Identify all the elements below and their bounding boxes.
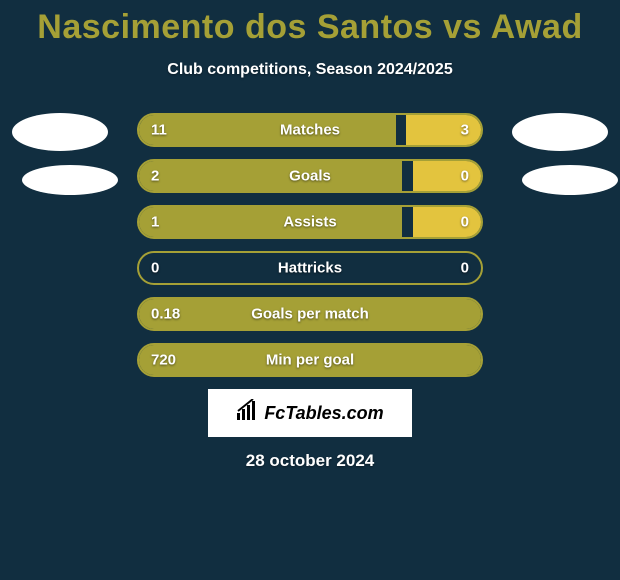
player1-avatar-bottom	[22, 165, 118, 195]
value-right: 3	[461, 122, 469, 139]
stat-row: 0.18Goals per match	[137, 297, 483, 331]
stat-row: 720Min per goal	[137, 343, 483, 377]
subtitle: Club competitions, Season 2024/2025	[0, 61, 620, 79]
stat-label: Hattricks	[139, 260, 481, 277]
stat-label: Min per goal	[139, 352, 481, 369]
footer-logo: FcTables.com	[208, 389, 412, 437]
comparison-chart: 11Matches32Goals01Assists00Hattricks00.1…	[0, 113, 620, 377]
stat-label: Goals per match	[139, 306, 481, 323]
stat-row: 2Goals0	[137, 159, 483, 193]
value-right: 0	[461, 260, 469, 277]
logo-text: FcTables.com	[264, 403, 383, 424]
player2-avatar-top	[512, 113, 608, 151]
value-right: 0	[461, 214, 469, 231]
value-right: 0	[461, 168, 469, 185]
stat-rows: 11Matches32Goals01Assists00Hattricks00.1…	[0, 113, 620, 377]
date-text: 28 october 2024	[0, 451, 620, 471]
stat-row: 1Assists0	[137, 205, 483, 239]
player1-avatar-top	[12, 113, 108, 151]
stat-row: 11Matches3	[137, 113, 483, 147]
stat-label: Matches	[139, 122, 481, 139]
stat-label: Assists	[139, 214, 481, 231]
stat-row: 0Hattricks0	[137, 251, 483, 285]
logo-icon	[236, 399, 258, 427]
page-title: Nascimento dos Santos vs Awad	[0, 0, 620, 47]
stat-label: Goals	[139, 168, 481, 185]
player2-avatar-bottom	[522, 165, 618, 195]
